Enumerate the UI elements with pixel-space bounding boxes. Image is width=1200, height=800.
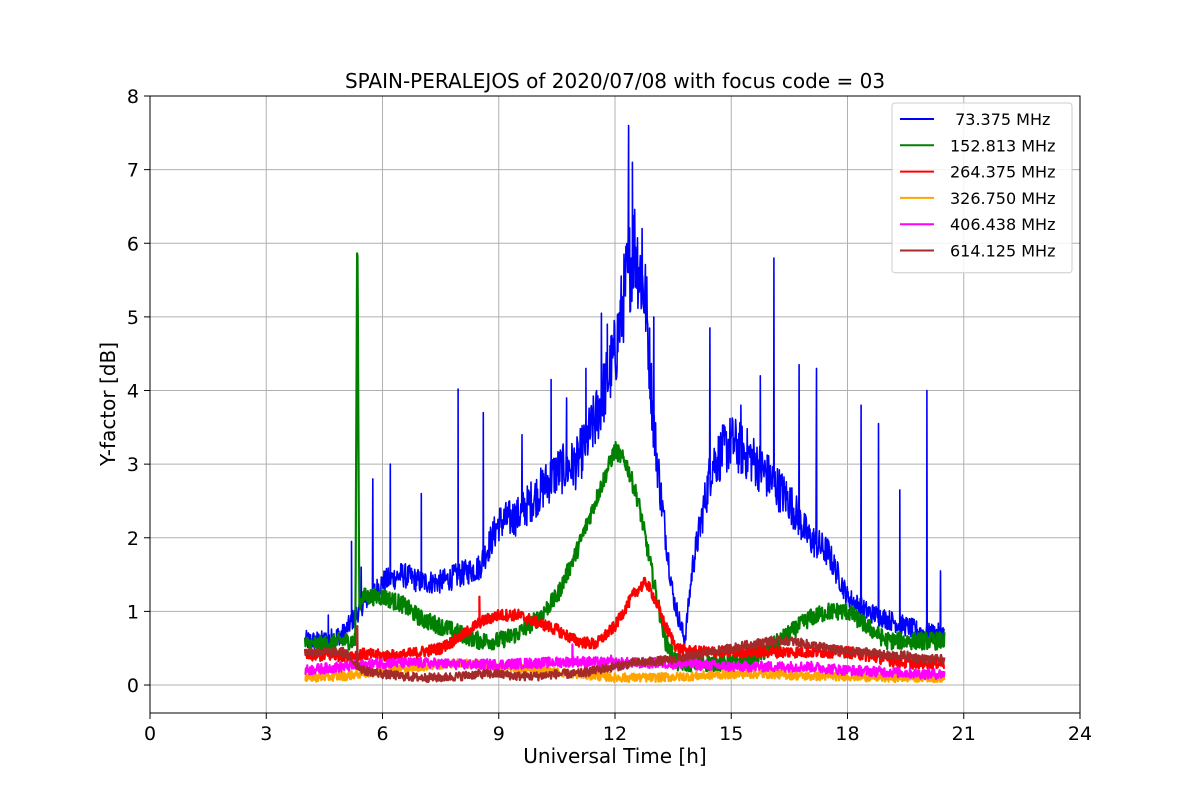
- y-axis-ticks: 0 1 2 3 4 5 6 7 8: [127, 86, 150, 697]
- series-line-614-125-mhz: [303, 625, 946, 683]
- legend-label: 264.375 MHz: [950, 163, 1055, 182]
- legend-label: 614.125 MHz: [950, 242, 1055, 261]
- legend-label: 406.438 MHz: [950, 215, 1055, 234]
- y-tick-label: 1: [127, 601, 139, 623]
- legend: 73.375 MHz 152.813 MHz 264.375 MHz 326.750 …: [891, 102, 1073, 274]
- legend-label: 152.813 MHz: [950, 136, 1055, 155]
- x-tick-label: 3: [260, 723, 272, 745]
- x-tick-label: 12: [603, 723, 627, 745]
- y-axis-label: Y-factor [dB]: [96, 342, 120, 467]
- chart-title: SPAIN-PERALEJOS of 2020/07/08 with focus…: [345, 69, 885, 93]
- y-tick-label: 4: [127, 381, 139, 403]
- x-tick-label: 0: [144, 723, 156, 745]
- x-tick-label: 15: [719, 723, 743, 745]
- y-tick-label: 2: [127, 528, 139, 550]
- series-line-73-375-mhz: [304, 124, 946, 650]
- y-tick-label: 5: [127, 307, 139, 329]
- x-tick-label: 6: [376, 723, 388, 745]
- y-tick-label: 0: [127, 675, 139, 697]
- x-tick-label: 21: [952, 723, 976, 745]
- x-tick-label: 24: [1068, 723, 1092, 745]
- y-tick-label: 6: [127, 233, 139, 255]
- legend-label: 73.375 MHz: [950, 110, 1050, 129]
- x-tick-label: 18: [835, 723, 859, 745]
- x-axis-label: Universal Time [h]: [523, 744, 706, 768]
- legend-box: [891, 102, 1073, 274]
- y-tick-label: 8: [127, 86, 139, 108]
- series-line-152-813-mhz: [303, 252, 946, 673]
- plot-series: [303, 124, 946, 684]
- x-axis-ticks: 0 3 6 9 12 15 18 21 24: [144, 713, 1092, 745]
- y-tick-label: 3: [127, 454, 139, 476]
- y-tick-label: 7: [127, 160, 139, 182]
- legend-label: 326.750 MHz: [950, 189, 1055, 208]
- x-tick-label: 9: [493, 723, 505, 745]
